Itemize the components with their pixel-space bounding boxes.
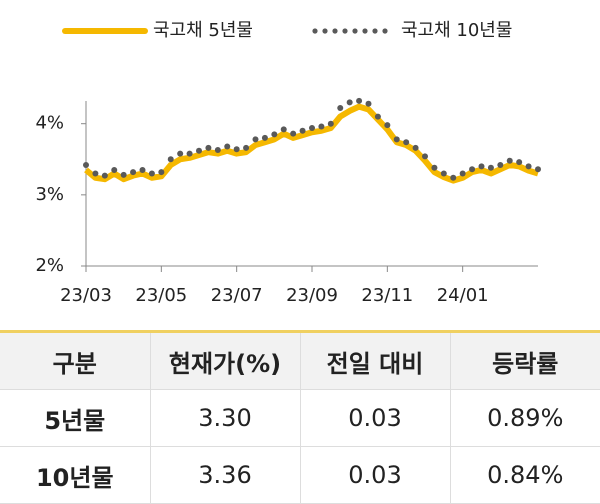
series-dot [233, 146, 240, 153]
series-dot [422, 153, 428, 160]
table-cell: 0.03 [299, 446, 450, 504]
table-cell: 0.84% [449, 446, 600, 504]
series-dot [374, 113, 381, 120]
series-dot [365, 100, 372, 107]
series-dot [83, 161, 89, 168]
series-dot [271, 131, 278, 138]
legend-label: 국고채 10년물 [401, 20, 512, 41]
x-tick-label: 23/07 [211, 285, 263, 306]
series-dot [261, 134, 268, 141]
series-dot [111, 166, 118, 173]
series-dot [205, 144, 212, 151]
legend-swatch [352, 28, 358, 34]
series-dot [393, 136, 400, 143]
series-dot [318, 123, 325, 130]
table-cell: 전일 대비 [299, 331, 450, 390]
series-dot [309, 124, 315, 131]
legend-swatch [382, 28, 388, 34]
quote-table: 구분 현재가(%) 전일 대비 등락률 5년물 3.30 0.03 0.89% 10년물 3.36… [0, 330, 600, 504]
series-dot [92, 170, 99, 177]
series-dot [478, 163, 485, 170]
table-cell: 3.30 [149, 389, 300, 447]
series-dot [130, 169, 137, 176]
series-dot [469, 166, 476, 173]
series-dot [214, 147, 221, 154]
x-tick-label: 24/01 [437, 285, 489, 306]
y-tick-label: 3% [35, 184, 64, 205]
series-dot [224, 143, 231, 150]
x-tick-label: 23/11 [361, 285, 413, 306]
table-cell: 10년물 [0, 446, 150, 504]
series-dot [148, 170, 155, 177]
legend-swatch [362, 28, 368, 34]
x-tick-label: 23/03 [60, 285, 112, 306]
legend-label: 국고채 5년물 [153, 20, 253, 41]
table-row: 10년물 3.36 0.03 0.84% [0, 446, 600, 504]
series-dot [290, 130, 297, 137]
series-dot [327, 120, 334, 127]
series-dot [440, 170, 447, 177]
table-cell: 0.89% [449, 389, 600, 447]
series-dot [299, 127, 306, 134]
series-dot [120, 171, 127, 178]
table-cell: 0.03 [299, 389, 450, 447]
legend-swatch [322, 28, 328, 34]
series-dot [535, 166, 541, 173]
series-dot [450, 174, 457, 181]
series-dot [459, 170, 466, 177]
series-dot [412, 144, 419, 151]
series-line [84, 103, 539, 184]
series-dot [384, 122, 391, 129]
series-dot [177, 150, 184, 157]
series-dot [346, 99, 353, 106]
table-cell: 구분 [0, 331, 150, 390]
series-dot [139, 166, 146, 173]
legend-swatch [332, 28, 338, 34]
series-dot [431, 164, 438, 171]
series-dot [158, 169, 165, 176]
table-cell: 등락률 [449, 331, 600, 390]
series-dot [337, 105, 344, 112]
y-tick-label: 4% [35, 113, 64, 134]
table-row: 5년물 3.30 0.03 0.89% [0, 389, 600, 447]
y-tick-label: 2% [35, 255, 64, 276]
series-dot [252, 136, 259, 143]
legend-swatch [372, 28, 378, 34]
legend-swatch [312, 28, 318, 34]
series-dot [516, 159, 523, 166]
x-tick-label: 23/05 [135, 285, 187, 306]
series-dot [356, 97, 363, 104]
series-dot [167, 156, 174, 163]
series-dot [186, 150, 193, 157]
series-dot [280, 126, 287, 133]
series-dot [487, 164, 494, 171]
series-dot [101, 172, 108, 179]
table-cell: 3.36 [149, 446, 300, 504]
series-dot [243, 144, 250, 151]
series-dot [506, 157, 513, 164]
chart: 국고채 5년물 국고채 10년물 2% 3% 4% 23/03 23/05 23/07 23/0… [35, 20, 541, 306]
table-cell: 5년물 [0, 389, 150, 447]
table-row: 구분 현재가(%) 전일 대비 등락률 [0, 331, 600, 390]
x-tick-label: 23/09 [286, 285, 338, 306]
legend-swatch [342, 28, 348, 34]
series-dot [196, 147, 202, 154]
table-cell: 현재가(%) [149, 331, 300, 390]
series-dot [497, 161, 504, 168]
series-dot [403, 139, 410, 146]
series-dot [525, 163, 532, 170]
